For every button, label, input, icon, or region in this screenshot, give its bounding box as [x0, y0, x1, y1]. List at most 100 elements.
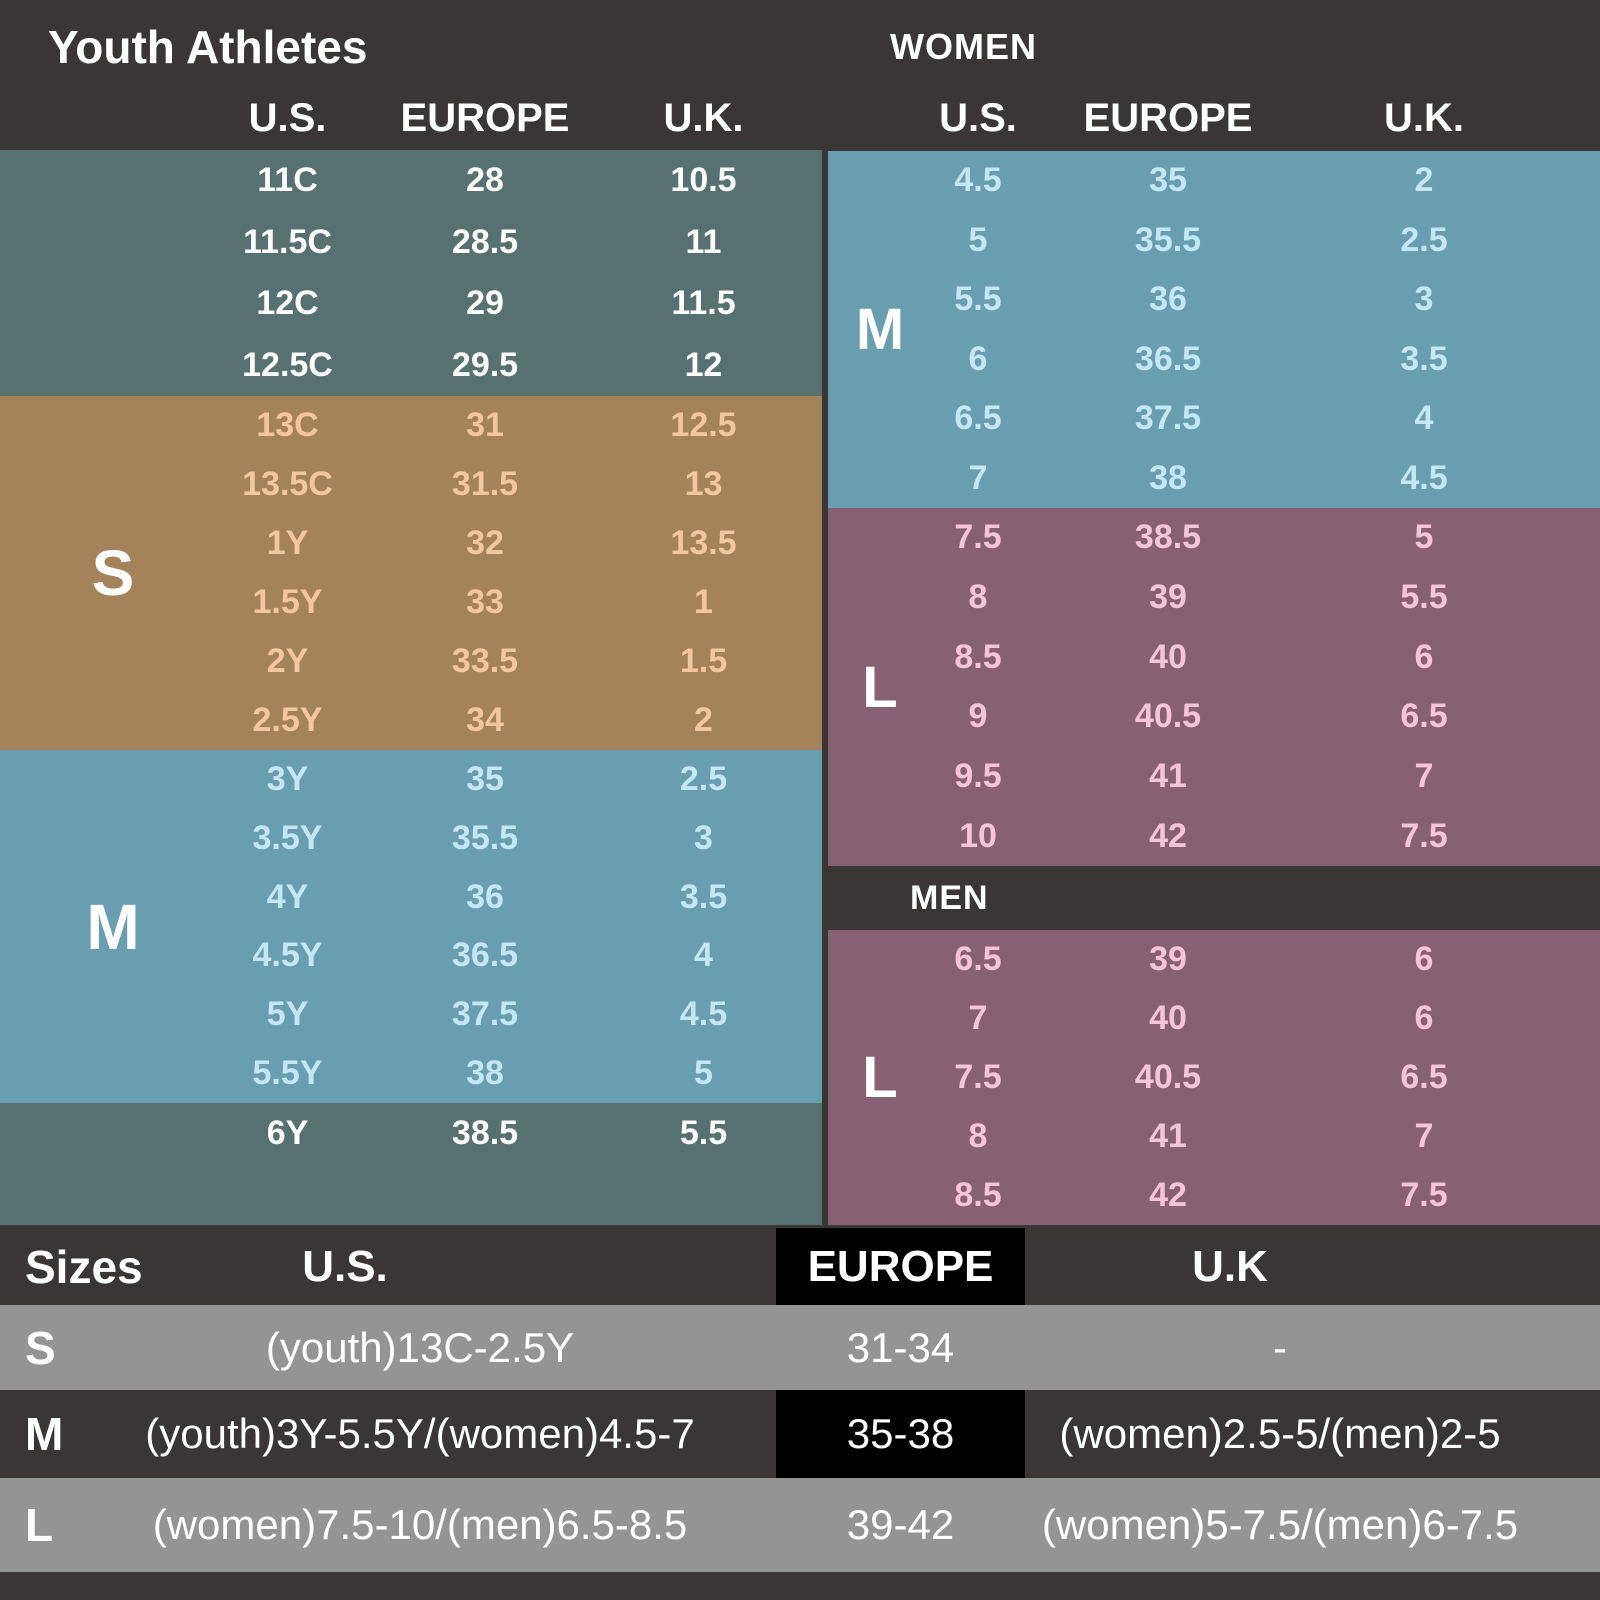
us-cell: 11C	[257, 161, 318, 200]
women-column-headers: U.S. EUROPE U.K.	[828, 86, 1600, 150]
table-row: 5 35.5 2.5	[908, 211, 1560, 271]
summary-row-l: L (women)7.5-10/(men)6.5-8.5 39-42 (wome…	[0, 1478, 1600, 1572]
uk-cell: 1	[694, 583, 713, 621]
europe-cell: 36.5	[1134, 339, 1202, 378]
us-cell: 4.5	[954, 161, 1002, 200]
men-section-l: L 6.5 39 6 7 40 6 7.5 40.5 6.5 8	[828, 930, 1600, 1225]
europe-cell: 36	[466, 877, 504, 916]
table-row: 6.5 39 6	[908, 930, 1560, 989]
uk-cell: 6.5	[1400, 1058, 1448, 1096]
uk-cell: 4.5	[1400, 458, 1448, 497]
summary-header-europe: EUROPE	[776, 1228, 1025, 1305]
section-label	[18, 150, 208, 396]
table-row: 8.5 40 6	[908, 627, 1560, 687]
table-row: 7.5 38.5 5	[908, 508, 1560, 568]
us-cell: 8	[968, 578, 988, 616]
section-rows: 4.5 35 2 5 35.5 2.5 5.5 36 3 6 36.5	[908, 151, 1560, 508]
europe-cell: 35.5	[1134, 220, 1202, 259]
europe-cell: 38	[1149, 458, 1187, 497]
uk-range: -	[1273, 1323, 1287, 1371]
youth-header-us: U.S.	[248, 95, 327, 140]
men-table-title: MEN	[910, 878, 989, 917]
europe-range: 39-42	[846, 1501, 955, 1548]
europe-cell: 33	[466, 583, 504, 621]
uk-cell: 11.5	[671, 284, 736, 323]
table-row: 6Y 38.5 5.5	[190, 1103, 822, 1164]
us-cell: 1.5Y	[252, 583, 323, 621]
us-cell: 6.5	[954, 399, 1002, 438]
women-section-m: M 4.5 35 2 5 35.5 2.5 5.5 36 3 6	[828, 151, 1600, 508]
table-row: 10 42 7.5	[908, 806, 1560, 866]
us-cell: 13.5C	[242, 465, 333, 503]
us-cell: 7	[968, 999, 988, 1037]
youth-size-table: U.S. EUROPE U.K. 11C 28 10.5 11.5C 28.5 …	[0, 0, 822, 1225]
us-cell: 10	[959, 816, 997, 855]
us-cell: 5	[968, 220, 988, 259]
europe-cell: 40	[1149, 637, 1187, 676]
us-cell: 3Y	[266, 759, 309, 798]
table-row: 6.5 37.5 4	[908, 389, 1560, 449]
europe-cell: 28	[466, 161, 504, 200]
europe-cell: 41	[1149, 757, 1187, 796]
section-rows: 13C 31 12.5 13.5C 31.5 13 1Y 32 13.5 1.5…	[190, 396, 822, 750]
uk-cell: 6	[1414, 999, 1434, 1037]
europe-cell: 42	[1149, 816, 1187, 855]
youth-section-m: M 3Y 35 2.5 3.5Y 35.5 3 4Y 36 3.5 4.5Y	[0, 750, 822, 1103]
youth-table-title: Youth Athletes	[48, 21, 368, 73]
europe-cell: 38.5	[1134, 518, 1202, 557]
us-cell: 6Y	[266, 1114, 309, 1152]
europe-cell: 36	[1149, 280, 1187, 319]
uk-cell: 4	[1414, 399, 1434, 438]
women-section-l: L 7.5 38.5 5 8 39 5.5 8.5 40 6 9	[828, 508, 1600, 866]
uk-cell: 4	[694, 936, 713, 975]
uk-cell: 11	[685, 222, 722, 261]
uk-cell: 2.5	[1400, 220, 1448, 259]
table-row: 12.5C 29.5 12	[190, 335, 822, 397]
section-rows: 6.5 39 6 7 40 6 7.5 40.5 6.5 8 41 7	[908, 930, 1560, 1225]
table-row: 12C 29 11.5	[190, 273, 822, 335]
us-cell: 6	[968, 339, 988, 378]
uk-cell: 3.5	[1400, 339, 1448, 378]
us-cell: 11.5C	[243, 222, 332, 261]
uk-cell: 6.5	[1400, 697, 1448, 736]
us-cell: 6.5	[954, 940, 1002, 978]
table-row: 7.5 40.5 6.5	[908, 1048, 1560, 1107]
uk-cell: 5	[1414, 518, 1434, 557]
uk-cell: 2	[1414, 161, 1434, 200]
table-row: 5.5 36 3	[908, 270, 1560, 330]
us-cell: 2.5Y	[252, 701, 323, 739]
us-cell: 12C	[256, 284, 319, 323]
table-row: 4.5 35 2	[908, 151, 1560, 211]
us-cell: 9.5	[954, 757, 1002, 796]
summary-header-uk: U.K	[1192, 1241, 1268, 1291]
uk-cell: 5	[694, 1054, 713, 1093]
summary-row-m: M (youth)3Y-5.5Y/(women)4.5-7 35-38 (wom…	[0, 1390, 1600, 1478]
section-label: L	[862, 654, 898, 720]
uk-cell: 10.5	[670, 161, 737, 200]
uk-cell: 6	[1414, 637, 1434, 676]
uk-cell: 12.5	[670, 406, 737, 444]
youth-section-toddler: 11C 28 10.5 11.5C 28.5 11 12C 29 11.5 12…	[0, 150, 822, 396]
size-letter: S	[25, 1321, 56, 1374]
section-label: L	[862, 1045, 898, 1110]
us-cell: 5.5Y	[252, 1054, 323, 1093]
table-row: 1Y 32 13.5	[190, 514, 822, 573]
us-cell: 8.5	[954, 1176, 1002, 1214]
summary-header-sizes: Sizes	[25, 1240, 143, 1293]
table-row: 8.5 42 7.5	[908, 1166, 1560, 1225]
table-row: 13C 31 12.5	[190, 396, 822, 455]
women-header-europe: EUROPE	[1083, 95, 1253, 140]
uk-cell: 13	[684, 465, 723, 503]
summary-header-row: Sizes U.S. EUROPE U.K	[0, 1228, 1600, 1305]
youth-section-6y: 6Y 38.5 5.5	[0, 1103, 822, 1225]
table-row: 11C 28 10.5	[190, 150, 822, 212]
section-rows: 11C 28 10.5 11.5C 28.5 11 12C 29 11.5 12…	[190, 150, 822, 396]
men-table-title-band: MEN	[828, 866, 1600, 930]
europe-cell: 28.5	[451, 222, 519, 261]
table-row: 7 40 6	[908, 989, 1560, 1048]
europe-cell: 29.5	[451, 345, 519, 384]
size-letter: L	[25, 1499, 54, 1551]
us-cell: 7.5	[954, 1058, 1002, 1096]
table-row: 4Y 36 3.5	[190, 868, 822, 927]
europe-cell: 34	[466, 701, 504, 739]
